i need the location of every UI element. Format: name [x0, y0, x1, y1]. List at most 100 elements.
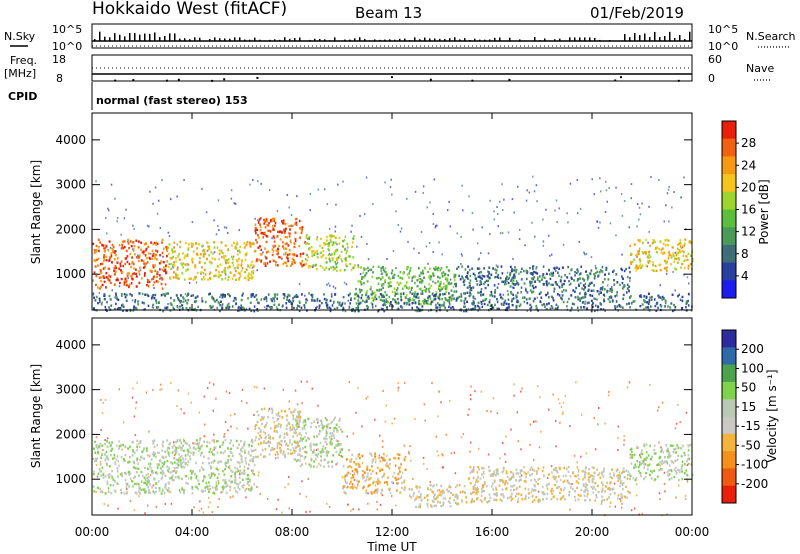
heatmap-cell [520, 267, 523, 270]
heatmap-cell [106, 462, 108, 466]
heatmap-cell [92, 447, 95, 450]
heatmap-cell [177, 274, 179, 277]
heatmap-cell [664, 243, 667, 247]
heatmap-cell [114, 270, 117, 274]
heatmap-cell [296, 440, 299, 444]
heatmap-cell [95, 258, 98, 261]
nave-dot [256, 76, 259, 79]
scatter-cell [462, 433, 465, 436]
nsky-bar [679, 35, 681, 41]
scatter-cell [133, 228, 135, 231]
scatter-cell [262, 251, 264, 254]
scatter-cell [336, 261, 339, 264]
heatmap-cell [209, 292, 211, 295]
heatmap-cell [453, 278, 456, 282]
heatmap-cell [143, 274, 146, 277]
nsky-bar [324, 39, 326, 41]
scatter-cell [356, 245, 358, 248]
scatter-cell [102, 402, 105, 405]
heatmap-cell [639, 294, 642, 298]
scatter-cell [608, 187, 610, 190]
heatmap-cell [515, 280, 518, 283]
scatter-cell [365, 176, 368, 179]
heatmap-cell [645, 250, 647, 254]
heatmap-cell [369, 483, 372, 487]
heatmap-cell [225, 491, 228, 494]
heatmap-cell [106, 482, 109, 486]
heatmap-cell [340, 250, 343, 253]
heatmap-cell [496, 298, 498, 301]
heatmap-cell [275, 430, 278, 433]
heatmap-cell [504, 480, 507, 483]
heatmap-cell [342, 239, 344, 243]
scatter-cell [518, 228, 521, 231]
heatmap-cell [208, 484, 211, 488]
scatter-cell [481, 226, 483, 229]
heatmap-cell [222, 441, 225, 444]
scatter-cell [218, 229, 220, 232]
heatmap-cell [667, 243, 670, 247]
heatmap-cell [299, 255, 302, 258]
heatmap-cell [133, 245, 136, 248]
heatmap-cell [541, 303, 544, 307]
heatmap-cell [652, 239, 655, 242]
scatter-cell [275, 508, 278, 511]
heatmap-cell [190, 451, 192, 454]
heatmap-cell [524, 487, 527, 490]
scatter-cell [630, 197, 632, 200]
heatmap-cell [523, 300, 526, 304]
heatmap-cell [113, 269, 116, 273]
nave-label: Nave [746, 62, 774, 75]
heatmap-cell [259, 434, 261, 437]
heatmap-cell [559, 467, 561, 471]
heatmap-cell [253, 265, 255, 268]
heatmap-cell [211, 257, 214, 260]
scatter-cell [609, 222, 612, 225]
heatmap-cell [251, 260, 253, 264]
heatmap-cell [235, 258, 238, 262]
heatmap-cell [525, 289, 527, 292]
heatmap-cell [474, 483, 476, 487]
scatter-cell [558, 402, 561, 405]
heatmap-cell [296, 295, 299, 298]
heatmap-cell [180, 294, 182, 297]
heatmap-cell [209, 304, 212, 308]
heatmap-cell [517, 300, 520, 304]
heatmap-cell [240, 454, 242, 458]
heatmap-cell [277, 425, 280, 428]
heatmap-cell [303, 419, 305, 422]
heatmap-cell [529, 307, 532, 310]
heatmap-cell [286, 424, 288, 427]
heatmap-cell [601, 288, 604, 291]
heatmap-cell [239, 481, 241, 484]
heatmap-cell [120, 304, 123, 307]
heatmap-cell [383, 299, 385, 302]
scatter-cell [659, 464, 661, 467]
heatmap-cell [678, 242, 681, 246]
heatmap-cell [321, 266, 324, 269]
heatmap-cell [434, 303, 437, 307]
heatmap-cell [258, 236, 260, 239]
heatmap-cell [601, 495, 603, 498]
heatmap-cell [138, 486, 140, 489]
scatter-cell [536, 200, 538, 203]
heatmap-cell [133, 461, 136, 465]
nsky-bar [199, 37, 201, 41]
heatmap-cell [286, 418, 288, 422]
heatmap-cell [235, 439, 238, 443]
heatmap-cell [376, 289, 378, 292]
heatmap-cell [250, 487, 253, 491]
heatmap-cell [179, 301, 182, 304]
scatter-cell [257, 180, 259, 183]
heatmap-cell [93, 490, 96, 493]
heatmap-cell [352, 266, 355, 270]
scatter-cell [641, 512, 643, 515]
heatmap-cell [152, 303, 155, 307]
heatmap-cell [100, 470, 103, 473]
heatmap-cell [641, 264, 644, 267]
scatter-cell [597, 226, 600, 229]
heatmap-cell [283, 432, 286, 436]
heatmap-cell [464, 305, 466, 308]
heatmap-cell [516, 492, 518, 496]
heatmap-cell [104, 249, 106, 253]
